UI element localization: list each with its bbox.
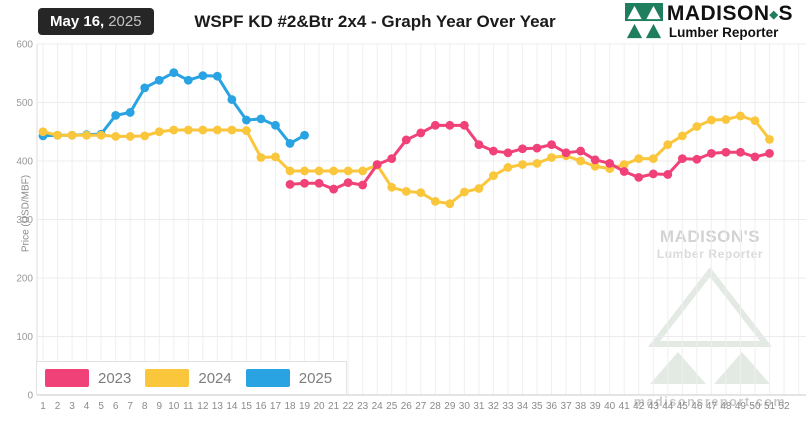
logo-name: MADISON◆S	[667, 3, 793, 24]
svg-text:31: 31	[473, 401, 485, 412]
svg-text:23: 23	[357, 401, 369, 412]
brand-logo: MADISON◆S Lumber Reporter	[624, 3, 793, 46]
svg-text:9: 9	[156, 401, 162, 412]
svg-text:15: 15	[241, 401, 253, 412]
svg-text:50: 50	[749, 401, 761, 412]
svg-text:27: 27	[415, 401, 427, 412]
svg-text:34: 34	[517, 401, 529, 412]
svg-text:6: 6	[113, 401, 119, 412]
svg-text:37: 37	[561, 401, 573, 412]
svg-text:49: 49	[735, 401, 747, 412]
svg-text:11: 11	[183, 401, 194, 412]
svg-text:36: 36	[546, 401, 558, 412]
svg-text:19: 19	[299, 401, 311, 412]
logo-apostrophe-diamond-icon: ◆	[769, 9, 779, 22]
svg-text:500: 500	[16, 98, 33, 109]
svg-text:1: 1	[40, 401, 46, 412]
svg-text:39: 39	[590, 401, 602, 412]
watermark-brand: MADISON'S	[659, 227, 761, 246]
legend-item-2024[interactable]: 2024	[145, 369, 232, 387]
svg-text:47: 47	[706, 401, 718, 412]
svg-text:24: 24	[372, 401, 384, 412]
svg-text:52: 52	[778, 401, 790, 412]
svg-text:51: 51	[764, 401, 776, 412]
chart-legend: 2023 2024 2025	[36, 361, 348, 395]
legend-label-2025: 2025	[298, 369, 333, 387]
svg-text:13: 13	[212, 401, 224, 412]
svg-text:17: 17	[270, 401, 282, 412]
svg-text:18: 18	[284, 401, 296, 412]
logo-subtitle: Lumber Reporter	[668, 25, 779, 40]
legend-label-2023: 2023	[98, 369, 132, 387]
svg-text:29: 29	[444, 401, 456, 412]
svg-text:33: 33	[502, 401, 514, 412]
svg-text:12: 12	[197, 401, 209, 412]
svg-text:43: 43	[648, 401, 660, 412]
svg-text:100: 100	[16, 332, 33, 343]
date-badge: May 16, 2025	[38, 8, 154, 35]
logo-name-part2: S	[778, 2, 793, 25]
svg-text:40: 40	[604, 401, 616, 412]
svg-text:300: 300	[16, 215, 33, 226]
svg-text:25: 25	[386, 401, 398, 412]
svg-text:28: 28	[430, 401, 442, 412]
svg-text:8: 8	[142, 401, 148, 412]
svg-text:20: 20	[314, 401, 326, 412]
y-axis-label: Price (USD/MBF)	[20, 174, 32, 253]
svg-text:26: 26	[401, 401, 413, 412]
date-badge-date: May 16,	[50, 13, 105, 30]
legend-item-2025[interactable]: 2025	[245, 369, 333, 387]
svg-text:3: 3	[69, 401, 75, 412]
svg-text:4: 4	[84, 401, 90, 412]
svg-text:46: 46	[691, 401, 703, 412]
svg-text:200: 200	[16, 274, 33, 285]
svg-text:44: 44	[662, 401, 674, 412]
svg-text:16: 16	[255, 401, 267, 412]
svg-text:21: 21	[328, 401, 340, 412]
svg-text:48: 48	[720, 401, 732, 412]
svg-text:38: 38	[575, 401, 587, 412]
legend-label-2024: 2024	[198, 369, 232, 387]
svg-text:14: 14	[226, 401, 238, 412]
svg-text:10: 10	[168, 401, 180, 412]
svg-text:22: 22	[343, 401, 355, 412]
svg-text:30: 30	[459, 401, 471, 412]
svg-text:400: 400	[16, 157, 33, 168]
legend-swatch-2024	[145, 369, 190, 387]
watermark-website: madisonsreport.com	[633, 395, 787, 409]
logo-name-part1: MADISON	[666, 2, 770, 25]
watermark-subtitle: Lumber Reporter	[656, 247, 764, 261]
svg-text:41: 41	[619, 401, 631, 412]
svg-text:45: 45	[677, 401, 689, 412]
svg-text:5: 5	[98, 401, 104, 412]
legend-swatch-2023	[45, 369, 89, 387]
legend-swatch-2025	[245, 369, 290, 387]
date-badge-year: 2025	[108, 13, 142, 30]
svg-text:600: 600	[16, 40, 33, 51]
logo-text: MADISON◆S Lumber Reporter	[667, 3, 793, 40]
svg-text:7: 7	[127, 401, 133, 412]
svg-text:0: 0	[27, 391, 33, 402]
chart-title: WSPF KD #2&Btr 2x4 - Graph Year Over Yea…	[194, 12, 556, 31]
svg-text:2: 2	[55, 401, 61, 412]
legend-item-2023[interactable]: 2023	[45, 369, 131, 387]
madisons-trees-icon	[624, 3, 663, 46]
svg-text:32: 32	[488, 401, 500, 412]
svg-text:42: 42	[633, 401, 645, 412]
svg-text:35: 35	[531, 401, 543, 412]
